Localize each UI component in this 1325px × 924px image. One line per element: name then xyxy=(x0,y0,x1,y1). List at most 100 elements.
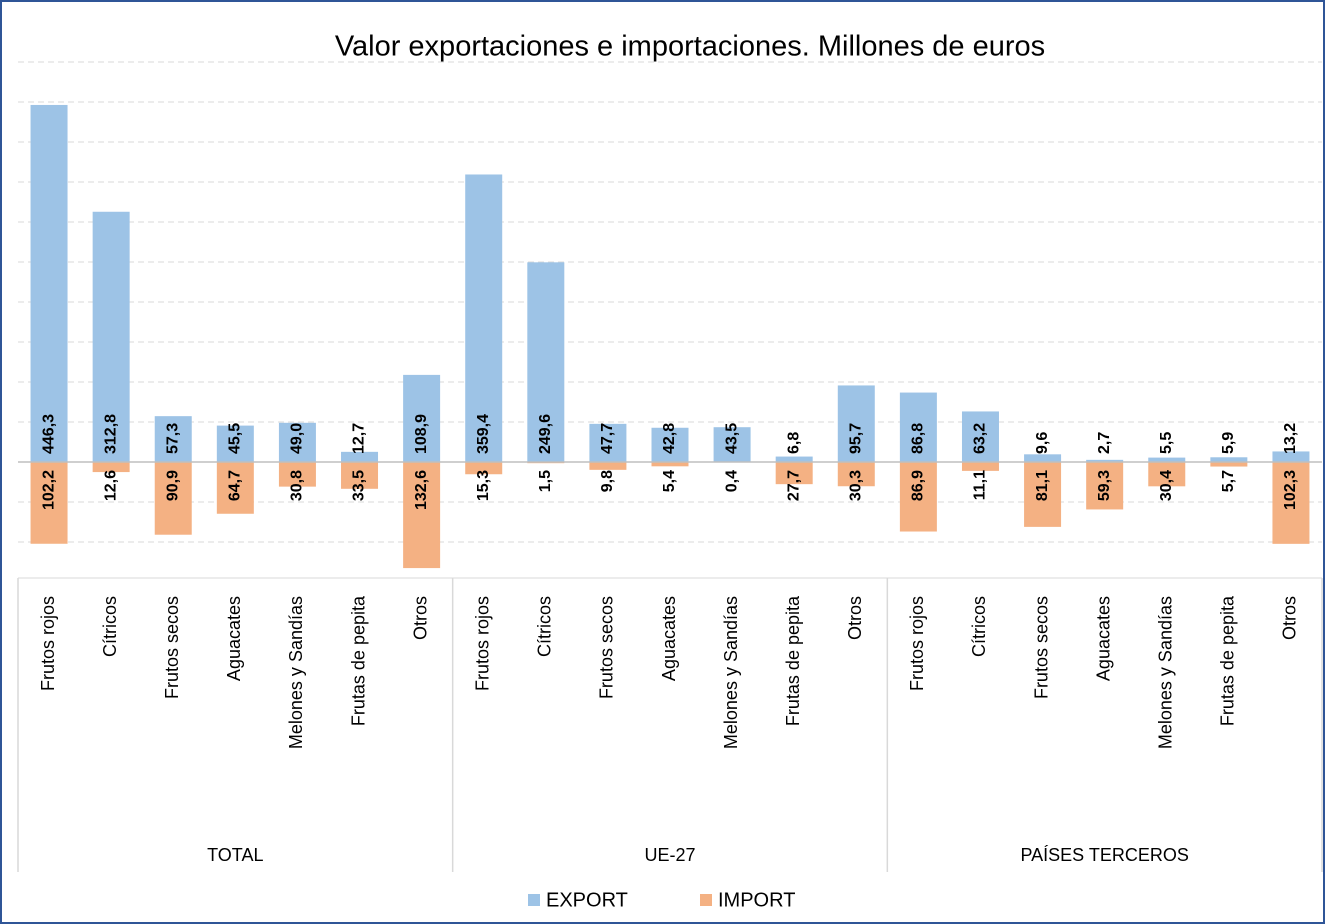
bar xyxy=(1148,457,1186,462)
bar xyxy=(1148,462,1186,487)
data-label: 12,7 xyxy=(351,423,368,454)
bar xyxy=(216,425,254,462)
data-label: 5,5 xyxy=(1158,432,1175,454)
data-label: 86,9 xyxy=(910,470,927,501)
x-tick-label: Frutas de pepita xyxy=(1218,595,1238,726)
bar xyxy=(92,211,130,462)
bar xyxy=(278,422,316,462)
x-tick-label: Frutos secos xyxy=(597,596,617,699)
data-label: 30,8 xyxy=(289,470,306,501)
x-tick-label: Cítricos xyxy=(535,596,555,657)
data-label: 12,6 xyxy=(102,470,119,501)
bar xyxy=(899,462,937,532)
data-label: 30,4 xyxy=(1158,470,1175,501)
x-tick-label: Frutos rojos xyxy=(907,596,927,691)
bar xyxy=(341,462,379,489)
x-tick-label: Otros xyxy=(1280,596,1300,640)
data-label: 5,7 xyxy=(1220,470,1237,492)
bar xyxy=(465,174,503,463)
x-tick-label: Aguacates xyxy=(1093,596,1113,681)
legend-swatch xyxy=(700,894,712,906)
data-label: 0,4 xyxy=(723,470,740,492)
bar xyxy=(1210,462,1248,467)
data-label: 5,4 xyxy=(661,470,678,492)
data-label: 27,7 xyxy=(785,470,802,501)
data-label: 30,3 xyxy=(848,470,865,501)
x-tick-label: Frutos rojos xyxy=(38,596,58,691)
bar xyxy=(837,385,875,462)
bar xyxy=(278,462,316,487)
bar xyxy=(589,462,627,470)
x-tick-label: Frutas de pepita xyxy=(348,595,368,726)
bar xyxy=(1086,459,1124,462)
data-label: 9,8 xyxy=(599,470,616,492)
data-label: 13,2 xyxy=(1282,423,1299,454)
bar xyxy=(1024,462,1062,527)
x-tick-label: Aguacates xyxy=(224,596,244,681)
bar xyxy=(1272,462,1310,544)
x-tick-label: Frutos secos xyxy=(162,596,182,699)
x-tick-label: Otros xyxy=(410,596,430,640)
bar xyxy=(465,462,503,475)
bar xyxy=(713,427,751,462)
data-label: 47,7 xyxy=(599,423,616,454)
group-label: UE-27 xyxy=(644,845,695,865)
bar xyxy=(775,456,813,462)
data-label: 312,8 xyxy=(102,414,119,454)
data-label: 57,3 xyxy=(164,423,181,454)
x-tick-label: Frutos rojos xyxy=(472,596,492,691)
bar xyxy=(527,262,565,462)
data-label: 49,0 xyxy=(289,423,306,454)
x-tick-label: Melones y Sandías xyxy=(286,596,306,749)
data-label: 45,5 xyxy=(227,423,244,454)
bar xyxy=(216,462,254,514)
data-label: 9,6 xyxy=(1034,432,1051,454)
data-label: 108,9 xyxy=(413,414,430,454)
bar xyxy=(1272,451,1310,462)
chart-title: Valor exportaciones e importaciones. Mil… xyxy=(335,31,1045,63)
bar xyxy=(961,462,999,471)
data-label: 64,7 xyxy=(227,470,244,501)
bar xyxy=(775,462,813,485)
bar xyxy=(403,374,441,462)
data-label: 63,2 xyxy=(972,423,989,454)
bar xyxy=(403,462,441,569)
legend-label: IMPORT xyxy=(718,889,795,911)
data-label: 6,8 xyxy=(785,432,802,454)
data-label: 446,3 xyxy=(40,414,57,454)
data-label: 43,5 xyxy=(723,423,740,454)
x-tick-label: Cítricos xyxy=(969,596,989,657)
group-label: TOTAL xyxy=(207,845,263,865)
bar xyxy=(92,462,130,473)
data-label: 5,9 xyxy=(1220,432,1237,454)
data-label: 15,3 xyxy=(475,470,492,501)
x-tick-label: Cítricos xyxy=(100,596,120,657)
bar xyxy=(154,416,192,462)
data-label: 249,6 xyxy=(537,414,554,454)
data-label: 359,4 xyxy=(475,414,492,454)
data-label: 11,1 xyxy=(972,470,989,500)
data-label: 132,6 xyxy=(413,470,430,510)
data-label: 1,5 xyxy=(537,470,554,492)
x-tick-label: Melones y Sandías xyxy=(1156,596,1176,749)
bar xyxy=(961,411,999,462)
legend-swatch xyxy=(528,894,540,906)
x-tick-label: Melones y Sandías xyxy=(721,596,741,749)
data-label: 33,5 xyxy=(351,470,368,501)
legend-label: EXPORT xyxy=(546,889,628,911)
data-label: 2,7 xyxy=(1096,432,1113,454)
bar xyxy=(899,392,937,462)
bar xyxy=(154,462,192,535)
data-label: 42,8 xyxy=(661,423,678,454)
bar xyxy=(651,427,689,462)
data-label: 90,9 xyxy=(164,470,181,501)
group-label: PAÍSES TERCEROS xyxy=(1020,845,1188,865)
bar xyxy=(1024,454,1062,462)
data-label: 59,3 xyxy=(1096,470,1113,501)
x-tick-label: Frutas de pepita xyxy=(783,595,803,726)
bar xyxy=(1210,457,1248,462)
data-label: 102,2 xyxy=(40,470,57,510)
bar xyxy=(341,451,379,462)
data-label: 81,1 xyxy=(1034,470,1051,501)
